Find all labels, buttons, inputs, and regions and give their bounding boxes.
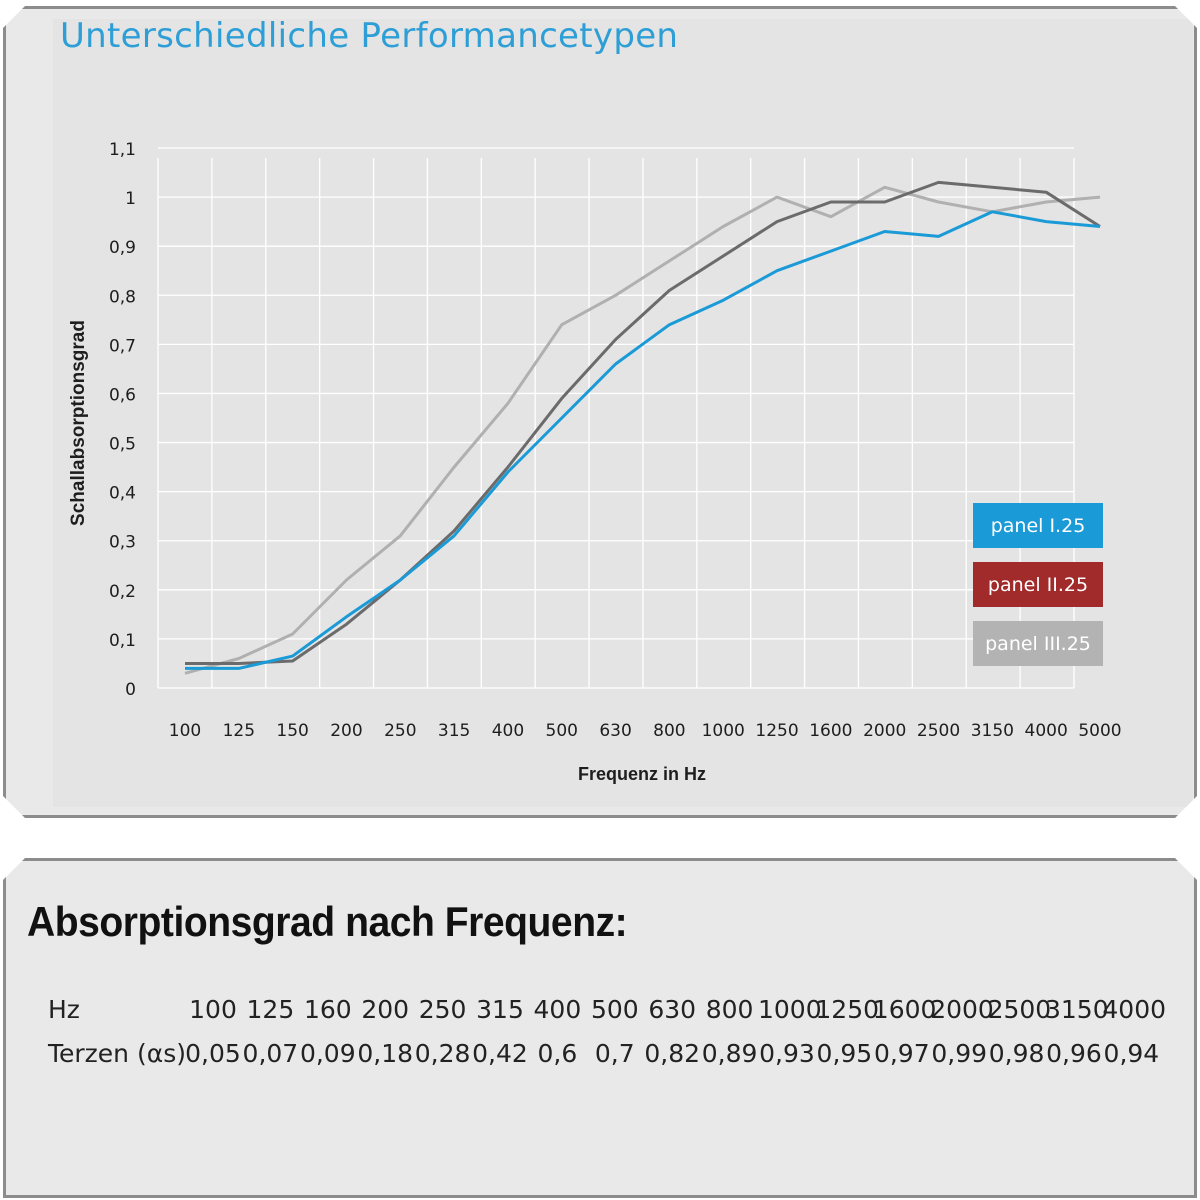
y-axis-label: Schallabsorptionsgrad (68, 320, 89, 526)
y-tick-label: 0,2 (109, 582, 136, 602)
table-cell-hz: 1000 (758, 995, 822, 1024)
series-line-panel-iii-25 (184, 185, 1101, 675)
y-tick-label: 0,1 (109, 631, 136, 651)
x-tick-label: 100 (169, 721, 201, 741)
chart-background (53, 19, 1193, 807)
x-axis-label: Frequenz in Hz (578, 764, 706, 784)
x-tick-label: 4000 (1025, 721, 1068, 741)
table-cell-hz: 1600 (872, 995, 937, 1024)
table-cell-hz: 160 (303, 995, 352, 1024)
table-cell-terzen: 0,42 (472, 1039, 528, 1068)
table-cell-hz: 3150 (1045, 995, 1109, 1024)
table-cell-terzen: 0,95 (816, 1039, 873, 1068)
y-tick-label: 0,3 (109, 533, 136, 553)
x-tick-label: 1600 (809, 721, 852, 741)
x-tick-label: 1000 (702, 721, 745, 741)
x-tick-label: 125 (223, 721, 255, 741)
x-tick-label: 5000 (1078, 721, 1121, 741)
x-tick-label: 2500 (917, 721, 960, 741)
x-tick-label: 500 (546, 721, 578, 741)
table-cell-terzen: 0,96 (1046, 1039, 1102, 1068)
table-cell-terzen: 0,18 (357, 1039, 414, 1068)
y-tick-label: 0,9 (109, 238, 136, 258)
table-cell-hz: 100 (189, 995, 237, 1024)
table-cell-hz: 630 (648, 995, 697, 1024)
y-tick-label: 1 (125, 189, 136, 209)
table-cell-hz: 200 (361, 995, 410, 1024)
x-tick-label: 2000 (863, 721, 906, 741)
row-label-terzen: Terzen (αs) (48, 1039, 186, 1068)
y-tick-label: 0,4 (109, 484, 136, 504)
table-cell-terzen: 0,93 (759, 1039, 815, 1068)
y-tick-label: 0,6 (109, 385, 136, 405)
row-label-hz: Hz (48, 995, 80, 1024)
y-tick-label: 1,1 (109, 140, 136, 160)
table-cell-hz: 400 (533, 995, 582, 1024)
table-cell-hz: 315 (476, 995, 524, 1024)
table-cell-hz: 250 (418, 995, 467, 1024)
table-cell-terzen: 0,6 (537, 1039, 578, 1068)
line-chart: 0 0,1 0,2 0,3 0,4 0,5 0,6 0,7 0,8 0,9 1 1,1 100 125 15… (68, 140, 1122, 784)
table-cell-terzen: 0,28 (414, 1039, 471, 1068)
table-cell-terzen: 0,99 (931, 1039, 988, 1068)
y-tick-label: 0,8 (109, 287, 136, 307)
legend-item-panel-i25: panel I.25 (973, 503, 1103, 548)
series-line-panel-i-25 (185, 210, 1101, 670)
chart-panel (3, 6, 1197, 818)
y-tick-label: 0,5 (109, 435, 136, 455)
x-tick-label: 630 (599, 721, 631, 741)
table-cell-terzen: 0,09 (299, 1039, 356, 1068)
table-cell-terzen: 0,7 (594, 1039, 635, 1068)
table-cell-hz: 125 (246, 995, 295, 1024)
table-panel (3, 858, 1197, 1198)
x-tick-label: 200 (330, 721, 362, 741)
x-tick-label: 250 (384, 721, 416, 741)
series-line-panel-ii-25 (185, 180, 1101, 665)
table-cell-terzen: 0,82 (644, 1039, 701, 1068)
table-cell-terzen: 0,89 (701, 1039, 758, 1068)
table-cell-terzen: 0,98 (988, 1039, 1045, 1068)
table-cell-terzen: 0,05 (185, 1039, 241, 1068)
x-tick-label: 400 (492, 721, 524, 741)
table-cell-hz: 2000 (930, 995, 994, 1024)
chart-title: Unterschiedliche Performancetypen (60, 16, 679, 56)
legend-item-panel-iii25: panel III.25 (973, 621, 1103, 666)
table-cell-terzen: 0,07 (242, 1039, 299, 1068)
x-tick-label: 3150 (971, 721, 1014, 741)
x-tick-label: 1250 (755, 721, 798, 741)
table-title: Absorptionsgrad nach Frequenz: (27, 898, 628, 945)
legend-item-panel-ii25: panel II.25 (973, 562, 1103, 607)
table-cell-hz: 1250 (815, 995, 880, 1024)
y-tick-label: 0 (125, 680, 136, 700)
x-tick-label: 315 (438, 721, 470, 741)
table-cell-hz: 4000 (1102, 995, 1167, 1024)
x-tick-label: 150 (276, 721, 308, 741)
table-cell-hz: 800 (705, 995, 754, 1024)
y-tick-label: 0,7 (109, 336, 136, 356)
table-cell-terzen: 0,97 (873, 1039, 930, 1068)
table-cell-hz: 2500 (987, 995, 1052, 1024)
table-cell-terzen: 0,94 (1103, 1039, 1160, 1068)
table-cell-hz: 500 (590, 995, 639, 1024)
x-tick-label: 800 (653, 721, 685, 741)
